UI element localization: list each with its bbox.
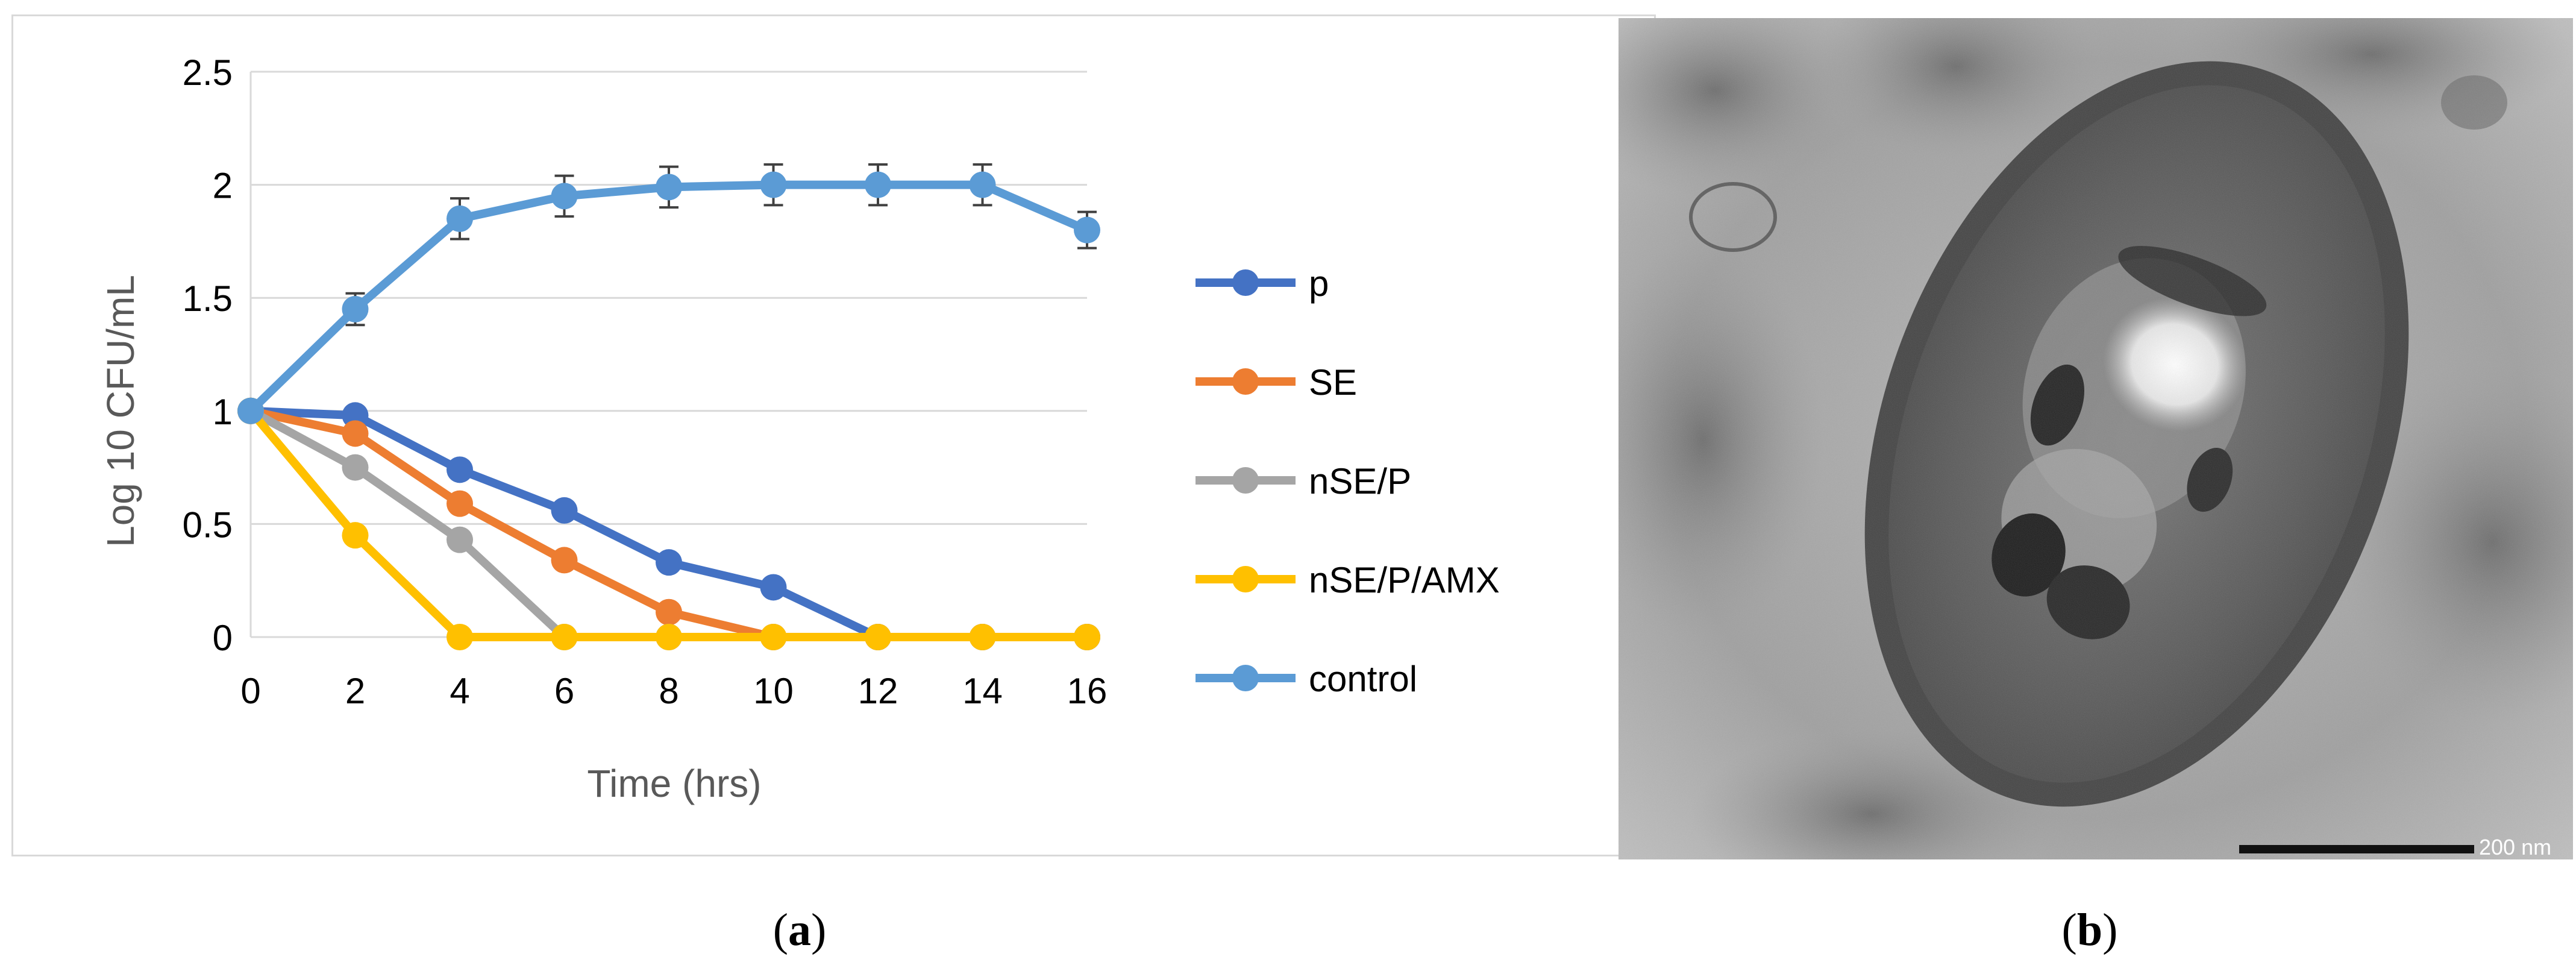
x-tick-label: 14 bbox=[962, 671, 1003, 711]
x-tick-label: 12 bbox=[858, 671, 898, 711]
micrograph-image: 200 nm bbox=[1619, 18, 2573, 859]
y-tick-label: 2 bbox=[213, 166, 233, 206]
data-point bbox=[447, 526, 473, 553]
y-tick-label: 1 bbox=[213, 392, 233, 432]
legend-marker bbox=[1232, 269, 1259, 296]
legend-marker bbox=[1232, 467, 1259, 494]
data-point bbox=[656, 549, 682, 576]
data-point bbox=[447, 490, 473, 517]
x-tick-label: 4 bbox=[450, 671, 469, 711]
data-point bbox=[551, 624, 578, 650]
data-point bbox=[447, 205, 473, 232]
scale-bar-label: 200 nm bbox=[2479, 835, 2551, 859]
x-tick-label: 16 bbox=[1067, 671, 1108, 711]
data-point bbox=[342, 295, 369, 322]
line-chart: 0 0.5 1 1.5 2 2.5 0 2 4 6 8 10 12 14 16 p SE nSE/P nSE/P/… bbox=[99, 52, 1500, 805]
legend-item: p bbox=[1196, 263, 1329, 304]
data-point bbox=[969, 171, 996, 198]
caption-a: (a) bbox=[772, 905, 827, 955]
data-point bbox=[342, 454, 369, 481]
legend-item: SE bbox=[1196, 362, 1357, 403]
legend-marker bbox=[1232, 665, 1259, 691]
legend: p SE nSE/P nSE/P/AMX control bbox=[1196, 263, 1500, 699]
data-point bbox=[865, 624, 891, 650]
scale-bar bbox=[2239, 845, 2474, 853]
series-lines bbox=[237, 171, 1100, 650]
data-point bbox=[969, 624, 996, 650]
legend-marker bbox=[1232, 368, 1259, 395]
data-point bbox=[760, 624, 787, 650]
legend-item: nSE/P bbox=[1196, 461, 1411, 501]
x-tick-label: 2 bbox=[345, 671, 365, 711]
tem-micrograph-panel-b: 200 nm bbox=[1619, 18, 2573, 859]
data-point bbox=[865, 171, 891, 198]
data-point bbox=[551, 497, 578, 524]
legend-item: control bbox=[1196, 659, 1417, 699]
legend-item: nSE/P/AMX bbox=[1196, 560, 1500, 600]
data-point bbox=[760, 171, 787, 198]
y-axis-label: Log 10 CFU/mL bbox=[99, 275, 142, 547]
legend-label: SE bbox=[1309, 362, 1357, 403]
legend-label: control bbox=[1309, 659, 1417, 699]
legend-label: nSE/P/AMX bbox=[1309, 560, 1500, 600]
data-point bbox=[1074, 216, 1100, 243]
data-point bbox=[551, 547, 578, 574]
x-tick-label: 8 bbox=[659, 671, 678, 711]
x-axis-label: Time (hrs) bbox=[587, 762, 761, 805]
x-tick-label: 10 bbox=[753, 671, 794, 711]
chart-panel-a: 0 0.5 1 1.5 2 2.5 0 2 4 6 8 10 12 14 16 p SE nSE/P nSE/P/… bbox=[11, 14, 1656, 856]
data-point bbox=[760, 574, 787, 601]
data-point bbox=[1074, 624, 1100, 650]
caption-b: (b) bbox=[2061, 905, 2118, 955]
data-point bbox=[656, 598, 682, 626]
data-point bbox=[447, 624, 473, 650]
legend-label: p bbox=[1309, 263, 1329, 304]
data-point bbox=[342, 522, 369, 549]
legend-label: nSE/P bbox=[1309, 461, 1411, 501]
data-point bbox=[447, 456, 473, 483]
gridlines bbox=[251, 71, 1087, 525]
axes: 0 0.5 1 1.5 2 2.5 0 2 4 6 8 10 12 14 16 bbox=[183, 52, 1108, 711]
y-tick-label: 0.5 bbox=[183, 504, 233, 545]
x-tick-label: 6 bbox=[554, 671, 574, 711]
x-tick-label: 0 bbox=[240, 671, 260, 711]
data-point bbox=[342, 420, 369, 447]
y-tick-label: 0 bbox=[213, 618, 233, 658]
y-tick-label: 1.5 bbox=[183, 278, 233, 319]
legend-marker bbox=[1232, 566, 1259, 592]
data-point bbox=[551, 183, 578, 210]
y-tick-label: 2.5 bbox=[183, 52, 233, 93]
data-point bbox=[237, 397, 264, 424]
data-point bbox=[656, 624, 682, 650]
data-point bbox=[656, 174, 682, 201]
